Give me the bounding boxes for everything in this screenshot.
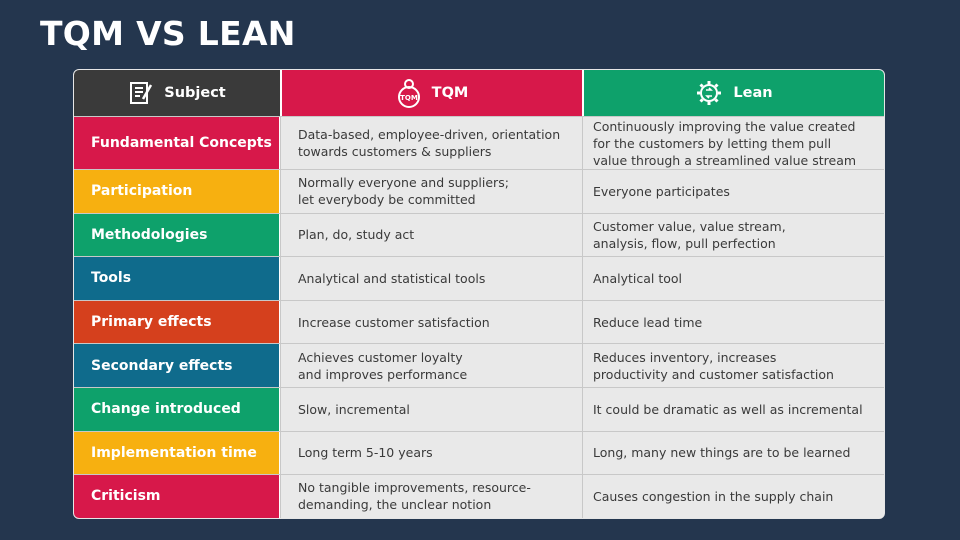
row-lean-value: Continuously improving the value created… (582, 117, 884, 169)
checklist-icon (128, 80, 154, 106)
table-row: Criticism No tangible improvements, resou… (74, 474, 884, 518)
table-row: Change introduced Slow, incremental It cou… (74, 386, 884, 431)
table-row: Fundamental Concepts Data-based, employee… (74, 116, 884, 169)
row-lean-value: Long, many new things are to be learned (582, 431, 884, 475)
row-lean-value: It could be dramatic as well as incremen… (582, 387, 884, 431)
row-tqm-value: Data-based, employee-driven, orientation… (280, 117, 582, 169)
row-subject: Criticism (74, 475, 280, 518)
row-lean-value: Reduces inventory, increases productivit… (582, 344, 884, 387)
row-subject: Secondary effects (74, 344, 280, 387)
table-body: Fundamental Concepts Data-based, employee… (74, 116, 884, 518)
header-subject-cell: Subject (74, 70, 280, 116)
comparison-table: Subject TQM TQM (73, 69, 885, 519)
table-row: Participation Normally everyone and suppl… (74, 169, 884, 213)
table-row: Primary effects Increase customer satisfa… (74, 299, 884, 344)
row-subject: Primary effects (74, 300, 280, 344)
row-subject: Fundamental Concepts (74, 117, 280, 169)
row-tqm-value: Slow, incremental (280, 387, 582, 431)
row-tqm-value: Plan, do, study act (280, 213, 582, 257)
row-tqm-value: Increase customer satisfaction (280, 300, 582, 344)
header-subject-label: Subject (164, 85, 226, 101)
row-subject: Methodologies (74, 213, 280, 257)
row-lean-value: Analytical tool (582, 257, 884, 300)
row-tqm-value: Achieves customer loyalty and improves p… (280, 344, 582, 387)
table-row: Tools Analytical and statistical tools Ana… (74, 256, 884, 300)
table-row: Implementation time Long term 5-10 years L… (74, 430, 884, 475)
table-row: Secondary effects Achieves customer loyal… (74, 343, 884, 387)
header-lean-cell: Lean (582, 70, 884, 116)
row-tqm-value: Long term 5-10 years (280, 431, 582, 475)
page-title: TQM VS LEAN (40, 14, 296, 53)
row-lean-value: Everyone participates (582, 170, 884, 213)
row-tqm-value: Normally everyone and suppliers; let eve… (280, 170, 582, 213)
row-lean-value: Causes congestion in the supply chain (582, 475, 884, 518)
header-lean-label: Lean (733, 85, 773, 101)
table-header-row: Subject TQM TQM (74, 70, 884, 116)
table-row: Methodologies Plan, do, study act Customer… (74, 212, 884, 257)
header-tqm-cell: TQM TQM (280, 70, 582, 116)
row-lean-value: Reduce lead time (582, 300, 884, 344)
tqm-person-badge-icon: TQM (396, 78, 422, 108)
row-lean-value: Customer value, value stream, analysis, … (582, 213, 884, 257)
gear-dollar-icon (695, 79, 723, 107)
row-subject: Participation (74, 170, 280, 213)
row-tqm-value: No tangible improvements, resource- dema… (280, 475, 582, 518)
row-tqm-value: Analytical and statistical tools (280, 257, 582, 300)
row-subject: Tools (74, 257, 280, 300)
header-tqm-label: TQM (431, 85, 469, 101)
svg-text:TQM: TQM (400, 94, 418, 102)
row-subject: Implementation time (74, 431, 280, 475)
row-subject: Change introduced (74, 387, 280, 431)
